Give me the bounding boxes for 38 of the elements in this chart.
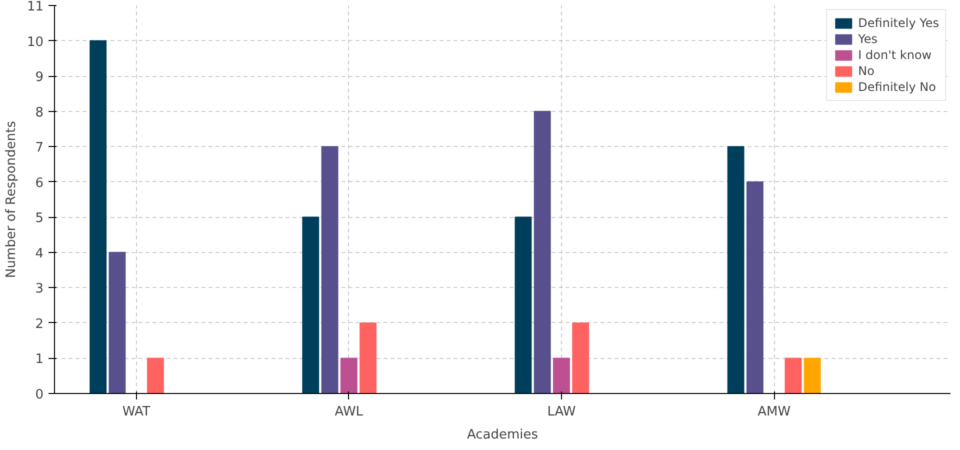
bar [302,216,320,394]
bar [340,358,358,394]
bar [108,252,126,394]
legend-label: No [858,64,876,78]
y-tick-label: 3 [35,282,44,297]
y-tick-label: 6 [35,176,44,191]
bar [804,358,821,394]
legend-label: Definitely No [858,80,936,94]
bar [553,358,570,394]
x-tick-label: WAT [122,404,150,420]
y-tick-label: 5 [35,211,44,226]
y-tick-label: 7 [35,140,44,156]
legend-label: I don't know [858,48,932,62]
bar [534,110,551,394]
x-axis-title: Academies [466,428,538,442]
bar [321,146,338,394]
bar [727,146,744,394]
y-tick-label: 0 [35,388,44,402]
bar [147,358,164,394]
y-tick-label: 10 [26,34,44,50]
bar [784,358,802,394]
y-tick-label: 1 [35,352,44,368]
y-tick-label: 9 [35,70,44,86]
bar [90,40,107,394]
y-tick-label: 11 [26,0,44,14]
y-tick-label: 2 [35,316,44,332]
bar [360,322,377,394]
x-tick-label: LAW [547,404,576,420]
y-tick-label: 8 [35,105,44,120]
x-tick-label: AWL [334,404,364,420]
legend-label: Definitely Yes [858,16,939,30]
y-tick-label: 4 [35,246,44,262]
legend-label: Yes [858,32,878,46]
bar [746,181,764,394]
x-tick-label: AMW [758,404,791,420]
y-axis-title: Number of Respondents [4,120,19,278]
bar [514,216,532,394]
bar [572,322,590,394]
